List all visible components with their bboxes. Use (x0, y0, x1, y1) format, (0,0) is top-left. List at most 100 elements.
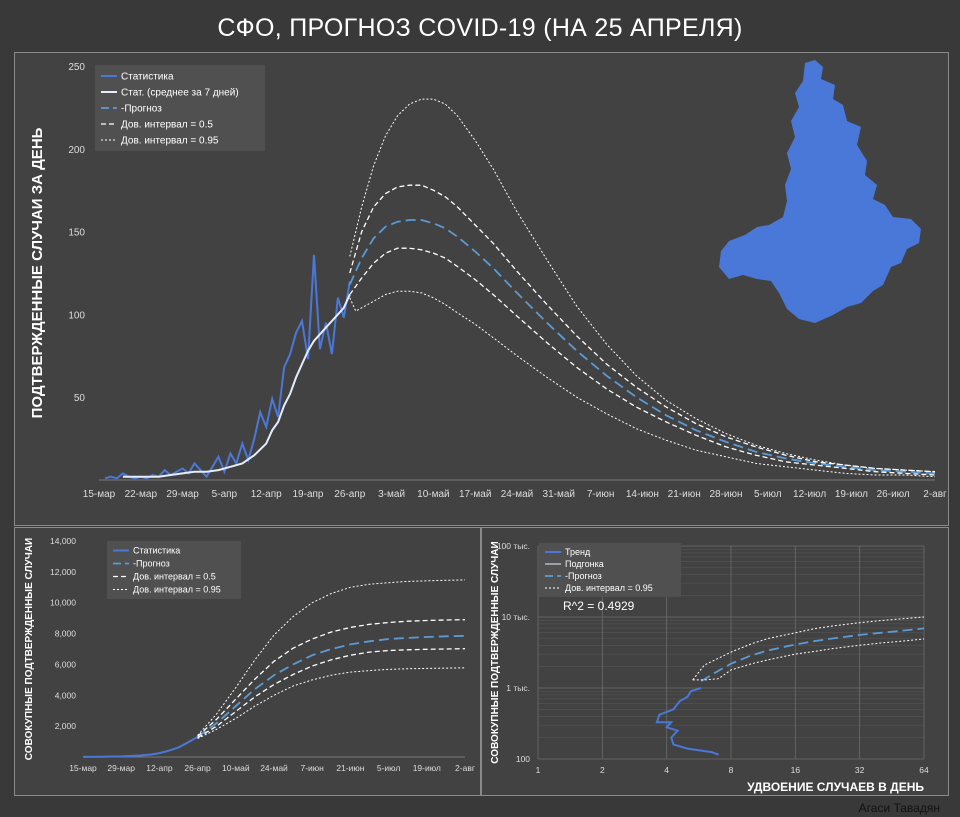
x-tick-label: 1 (536, 765, 541, 775)
legend-label-0: Статистика (133, 546, 180, 556)
legend-label-2: -Прогноз (565, 571, 602, 581)
doubling-chart: 100 1 тыс. 10 тыс. 100 тыс. 1 2 4 8 16 32 64 СОВОКУ… (490, 541, 929, 794)
y-tick-label: 8,000 (55, 629, 77, 639)
x-tick-label: 31-май (543, 489, 575, 500)
x-tick-label: 10-май (417, 489, 449, 500)
x-tick-label: 19-апр (293, 489, 324, 500)
y-axis-title: ПОДТВЕРЖДЕННЫЕ СЛУЧАИ ЗА ДЕНЬ (29, 127, 46, 418)
y-axis-title: СОВОКУПНЫЕ ПОДТВЕРЖДЕННЫЕ СЛУЧАИ (24, 538, 35, 760)
y-tick-label: 100 (516, 754, 530, 764)
x-tick-label: 26-апр (334, 489, 365, 500)
x-tick-label: 5-апр (212, 489, 238, 500)
x-tick-label: 12-апр (146, 763, 173, 773)
cumulative-panel: 2,000 4,000 6,000 8,000 10,000 12,000 14,000 15… (14, 527, 481, 796)
x-tick-label: 29-мар (166, 489, 199, 500)
x-tick-label: 19-июл (835, 489, 868, 500)
y-tick-label: 6,000 (55, 659, 77, 669)
series-line-дов-интервал-0-95-низ (197, 667, 466, 739)
y-tick-label: 10 тыс. (502, 612, 530, 622)
legend-box (107, 541, 241, 599)
x-tick-label: 32 (855, 765, 865, 775)
y-tick-label: 50 (74, 393, 86, 404)
x-tick-label: 5-июл (377, 763, 400, 773)
x-tick-label: 10-май (222, 763, 250, 773)
y-tick-label: 12,000 (50, 567, 76, 577)
cumulative-chart: 2,000 4,000 6,000 8,000 10,000 12,000 14,000 15… (24, 536, 475, 773)
y-tick-label: 100 тыс. (497, 541, 530, 551)
series-line-статистика (82, 736, 199, 758)
x-tick-label: 24-май (260, 763, 288, 773)
region-map (719, 60, 921, 323)
series-line-дов-интервал-0-95-низ (692, 638, 925, 681)
y-tick-label: 14,000 (50, 536, 76, 546)
doubling-panel: 100 1 тыс. 10 тыс. 100 тыс. 1 2 4 8 16 32 64 СОВОКУ… (481, 527, 949, 796)
legend-label-1: Подгонка (565, 559, 604, 569)
legend-label-2: -Прогноз (121, 104, 162, 115)
legend-label-0: Статистика (121, 72, 174, 83)
x-tick-label: 28-июн (709, 489, 742, 500)
daily-panel: 50 100 150 200 250 15-мар 22-мар 29-мар 5-апр 12-… (14, 52, 949, 526)
series-line-дов-интервал-0-95-верх (197, 579, 466, 736)
legend-label-3: Дов. интервал = 0.5 (121, 120, 213, 131)
daily-chart: 50 100 150 200 250 15-мар 22-мар 29-мар 5-апр 12-… (29, 60, 947, 500)
y-axis-title: СОВОКУПНЫЕ ПОДТВЕРЖДЕННЫЕ СЛУЧАИ (490, 541, 501, 763)
y-tick-label: 2,000 (55, 721, 77, 731)
x-tick-label: 4 (664, 765, 669, 775)
series-line-прогноз (348, 219, 936, 475)
x-tick-label: 15-мар (69, 763, 97, 773)
series-line-дов-интервал-0-5-верх (349, 184, 936, 473)
x-tick-label: 2 (600, 765, 605, 775)
series-line-дов-интервал-0-5-низ (349, 247, 936, 476)
x-tick-label: 2-авг (455, 763, 475, 773)
legend-label-1: Стат. (среднее за 7 дней) (121, 88, 239, 99)
y-tick-label: 4,000 (55, 690, 77, 700)
x-axis-title: УДВОЕНИЕ СЛУЧАЕВ В ДЕНЬ (747, 780, 924, 794)
x-tick-label: 21-июн (336, 763, 364, 773)
series-line-прогноз (197, 635, 466, 738)
x-tick-label: 12-апр (251, 489, 282, 500)
series-line-дов-интервал-0-5-низ (197, 648, 466, 739)
series-line-дов-интервал-0-95-верх (349, 98, 936, 473)
y-tick-label: 150 (68, 228, 85, 239)
legend-label-3: Дов. интервал = 0.95 (133, 585, 221, 595)
x-tick-label: 7-июн (587, 489, 615, 500)
series-line-тренд (655, 687, 719, 756)
x-tick-label: 24-май (501, 489, 533, 500)
y-tick-label: 100 (68, 310, 85, 321)
y-tick-label: 1 тыс. (506, 683, 530, 693)
legend-label-4: Дов. интервал = 0.95 (121, 136, 219, 147)
y-tick-label: 200 (68, 145, 85, 156)
x-tick-label: 14-июн (626, 489, 659, 500)
x-tick-label: 19-июл (413, 763, 441, 773)
y-tick-label: 250 (68, 62, 85, 73)
series-line-стат-среднее-за-7-дней (122, 294, 351, 478)
x-tick-label: 26-апр (184, 763, 211, 773)
page-title: СФО, ПРОГНОЗ COVID-19 (НА 25 АПРЕЛЯ) (217, 14, 743, 42)
legend-label-2: Дов. интервал = 0.5 (133, 572, 216, 582)
series-line-дов-интервал-0-5-верх (197, 619, 466, 737)
x-tick-label: 22-мар (125, 489, 158, 500)
x-tick-label: 26-июл (877, 489, 910, 500)
legend-label-3: Дов. интервал = 0.95 (565, 583, 653, 593)
legend-box (95, 65, 265, 151)
x-tick-label: 21-июн (668, 489, 701, 500)
series-line-прогноз (700, 627, 925, 682)
legend-box (539, 543, 681, 597)
legend-label-1: -Прогноз (133, 559, 170, 569)
series-line-статистика (104, 254, 351, 480)
y-tick-label: 10,000 (50, 598, 76, 608)
x-tick-label: 7-июн (301, 763, 325, 773)
legend-label-0: Тренд (565, 547, 591, 557)
x-tick-label: 12-июл (793, 489, 826, 500)
x-tick-label: 29-мар (107, 763, 135, 773)
x-tick-label: 2-авг (923, 489, 947, 500)
x-tick-label: 3-май (378, 489, 405, 500)
x-tick-label: 15-мар (83, 489, 116, 500)
x-tick-label: 17-май (459, 489, 491, 500)
r-squared-annotation: R^2 = 0.4929 (563, 599, 635, 613)
x-tick-label: 16 (791, 765, 801, 775)
series-line-дов-интервал-0-95-верх (692, 616, 925, 681)
x-tick-label: 64 (919, 765, 929, 775)
x-tick-label: 5-июл (754, 489, 782, 500)
x-tick-label: 8 (729, 765, 734, 775)
